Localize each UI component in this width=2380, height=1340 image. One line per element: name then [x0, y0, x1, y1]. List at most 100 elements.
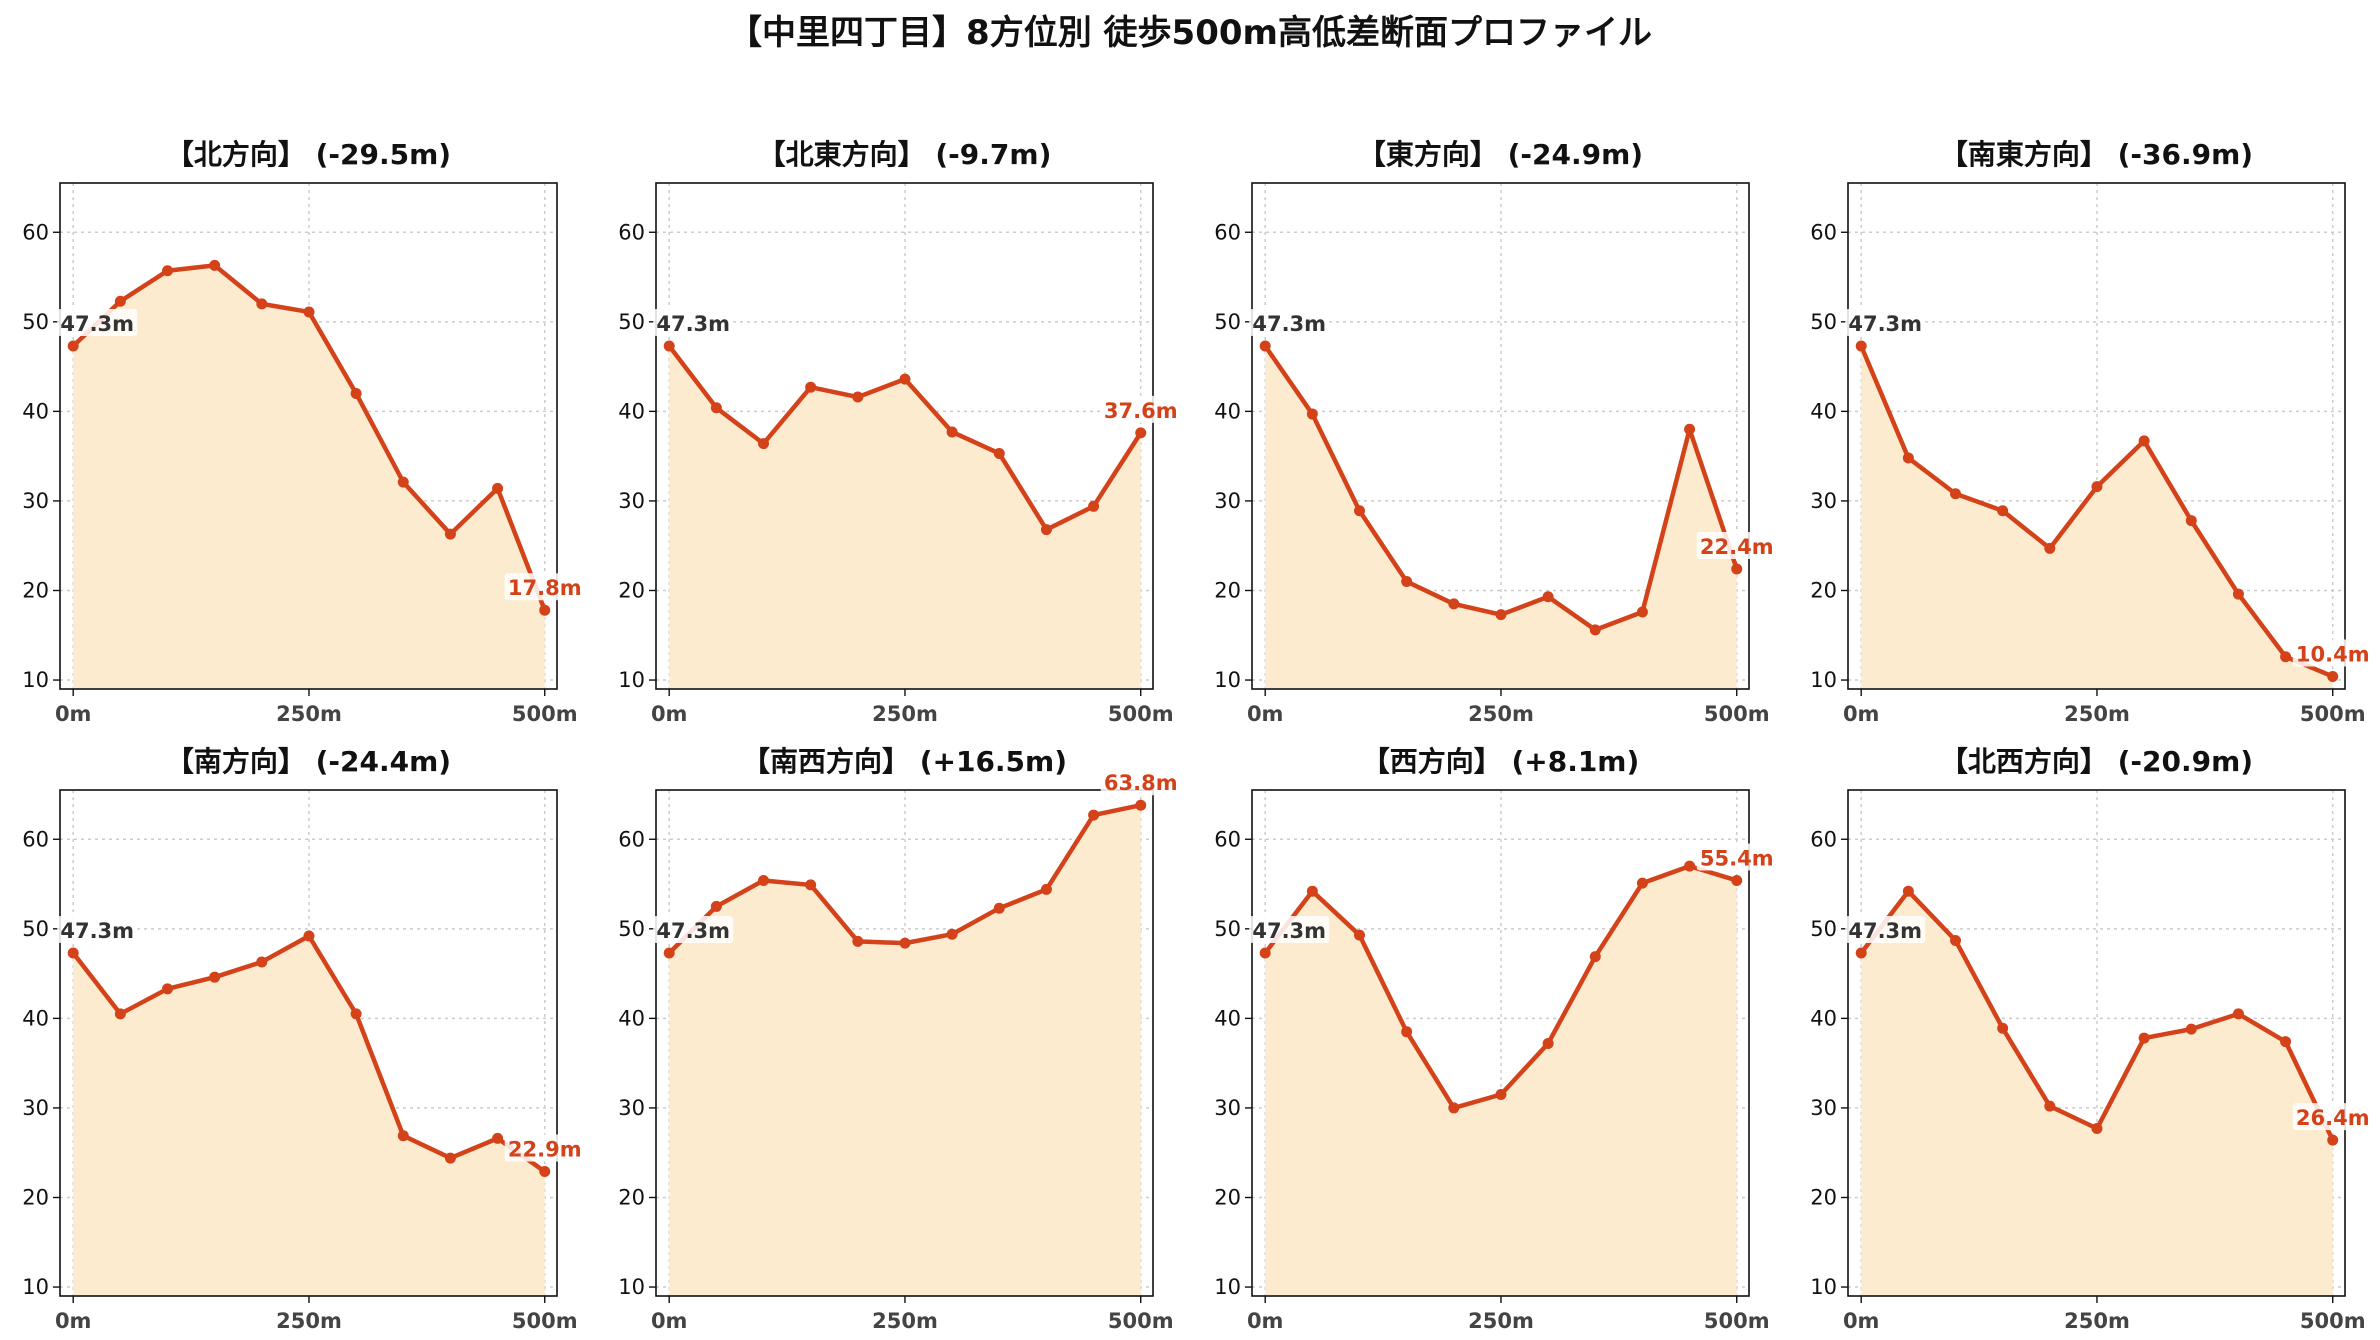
y-tick-label: 20 [22, 578, 49, 602]
panel-title: 【北東方向】 (-9.7m) [758, 138, 1052, 171]
data-point [1401, 1026, 1413, 1038]
x-tick-label: 0m [1843, 1309, 1880, 1333]
x-tick-label: 500m [2300, 1309, 2366, 1333]
y-tick-label: 20 [1810, 578, 1837, 602]
data-point [2091, 481, 2103, 493]
data-point [2091, 1123, 2103, 1135]
data-point [209, 259, 221, 271]
end-label-box [504, 1134, 585, 1162]
y-tick-label: 20 [1810, 1185, 1837, 1209]
x-tick-label: 500m [1108, 702, 1174, 726]
elevation-area [73, 935, 545, 1296]
end-label-box [1696, 531, 1777, 559]
data-point [256, 298, 268, 310]
elevation-area [1265, 866, 1737, 1296]
start-label-box [1845, 308, 1926, 336]
data-point [2138, 1032, 2150, 1044]
y-tick-label: 20 [22, 1185, 49, 1209]
chart-panel-1: 【北方向】 (-29.5m) 10 20 30 40 50 60 0m 250m 500m 47.3… [22, 138, 585, 726]
chart-panel-3: 【東方向】 (-24.9m) 10 20 30 40 50 60 0m 250m 500m 47.3… [1214, 138, 1777, 726]
data-point [2044, 1100, 2056, 1112]
data-point [1997, 505, 2009, 517]
start-elevation-label: 47.3m [1252, 312, 1326, 336]
y-tick-label: 40 [1810, 399, 1837, 423]
x-tick-label: 500m [2300, 702, 2366, 726]
y-tick-label: 50 [1214, 310, 1241, 334]
data-point [663, 947, 675, 959]
start-elevation-label: 47.3m [60, 919, 134, 943]
y-tick-label: 60 [1810, 827, 1837, 851]
x-tick-label: 250m [1468, 702, 1534, 726]
data-point [1684, 860, 1696, 872]
x-tick-label: 250m [276, 702, 342, 726]
panel-title: 【北方向】 (-29.5m) [166, 138, 451, 171]
panel-title: 【南方向】 (-24.4m) [166, 745, 451, 778]
y-tick-label: 30 [1214, 489, 1241, 513]
x-tick-label: 250m [276, 1309, 342, 1333]
data-point [1495, 1088, 1507, 1100]
chart-panel-8: 【北西方向】 (-20.9m) 10 20 30 40 50 60 0m 250m 500m 47.… [1810, 745, 2373, 1333]
data-point [303, 930, 315, 942]
y-tick-label: 50 [618, 310, 645, 334]
chart-panel-2: 【北東方向】 (-9.7m) 10 20 30 40 50 60 0m 250m 500m 47.3… [618, 138, 1181, 726]
data-point [2232, 588, 2244, 600]
y-tick-label: 40 [1810, 1006, 1837, 1030]
data-point [1855, 947, 1867, 959]
y-tick-label: 50 [22, 917, 49, 941]
end-label-box [1100, 768, 1181, 796]
y-tick-label: 10 [1214, 1275, 1241, 1299]
y-tick-label: 30 [22, 489, 49, 513]
y-tick-label: 10 [618, 668, 645, 692]
y-tick-label: 60 [1214, 827, 1241, 851]
data-point [710, 900, 722, 912]
y-tick-label: 60 [22, 827, 49, 851]
start-label-box [1845, 915, 1926, 943]
data-point [1135, 799, 1147, 811]
data-point [1684, 423, 1696, 435]
y-tick-label: 60 [1214, 220, 1241, 244]
data-point [946, 928, 958, 940]
data-point [1040, 524, 1052, 536]
data-point [946, 426, 958, 438]
y-tick-label: 10 [618, 1275, 645, 1299]
end-elevation-label: 22.9m [508, 1138, 582, 1162]
y-tick-label: 10 [1810, 1275, 1837, 1299]
data-point [899, 937, 911, 949]
data-point [492, 1132, 504, 1144]
end-label-box [2292, 1103, 2373, 1131]
x-tick-label: 0m [1843, 702, 1880, 726]
data-point [2280, 651, 2292, 663]
data-point [162, 265, 174, 277]
start-elevation-label: 47.3m [1252, 919, 1326, 943]
y-tick-label: 20 [1214, 578, 1241, 602]
data-point [1997, 1022, 2009, 1034]
data-point [1902, 452, 1914, 464]
figure-title: 【中里四丁目】8方位別 徒歩500m高低差断面プロファイル [728, 13, 1652, 53]
data-point [2327, 670, 2339, 682]
end-elevation-label: 55.4m [1700, 846, 1774, 870]
y-tick-label: 10 [1214, 668, 1241, 692]
end-label-box [1696, 843, 1777, 871]
end-elevation-label: 10.4m [2296, 642, 2370, 666]
data-point [1448, 1102, 1460, 1114]
start-label-box [1249, 915, 1330, 943]
y-tick-label: 50 [618, 917, 645, 941]
y-tick-label: 40 [618, 1006, 645, 1030]
end-elevation-label: 17.8m [508, 576, 582, 600]
data-point [1495, 609, 1507, 621]
data-point [2185, 1023, 2197, 1035]
data-point [1448, 598, 1460, 610]
start-label-box [653, 915, 734, 943]
data-point [1354, 505, 1366, 517]
x-tick-label: 500m [512, 1309, 578, 1333]
y-tick-label: 60 [618, 827, 645, 851]
chart-panel-4: 【南東方向】 (-36.9m) 10 20 30 40 50 60 0m 250m 500m 47.… [1810, 138, 2373, 726]
x-tick-label: 500m [1704, 702, 1770, 726]
elevation-area [73, 265, 545, 689]
elevation-area [669, 805, 1141, 1296]
data-point [444, 528, 456, 540]
data-point [350, 1008, 362, 1020]
data-point [805, 879, 817, 891]
data-point [444, 1152, 456, 1164]
data-point [397, 1130, 409, 1142]
